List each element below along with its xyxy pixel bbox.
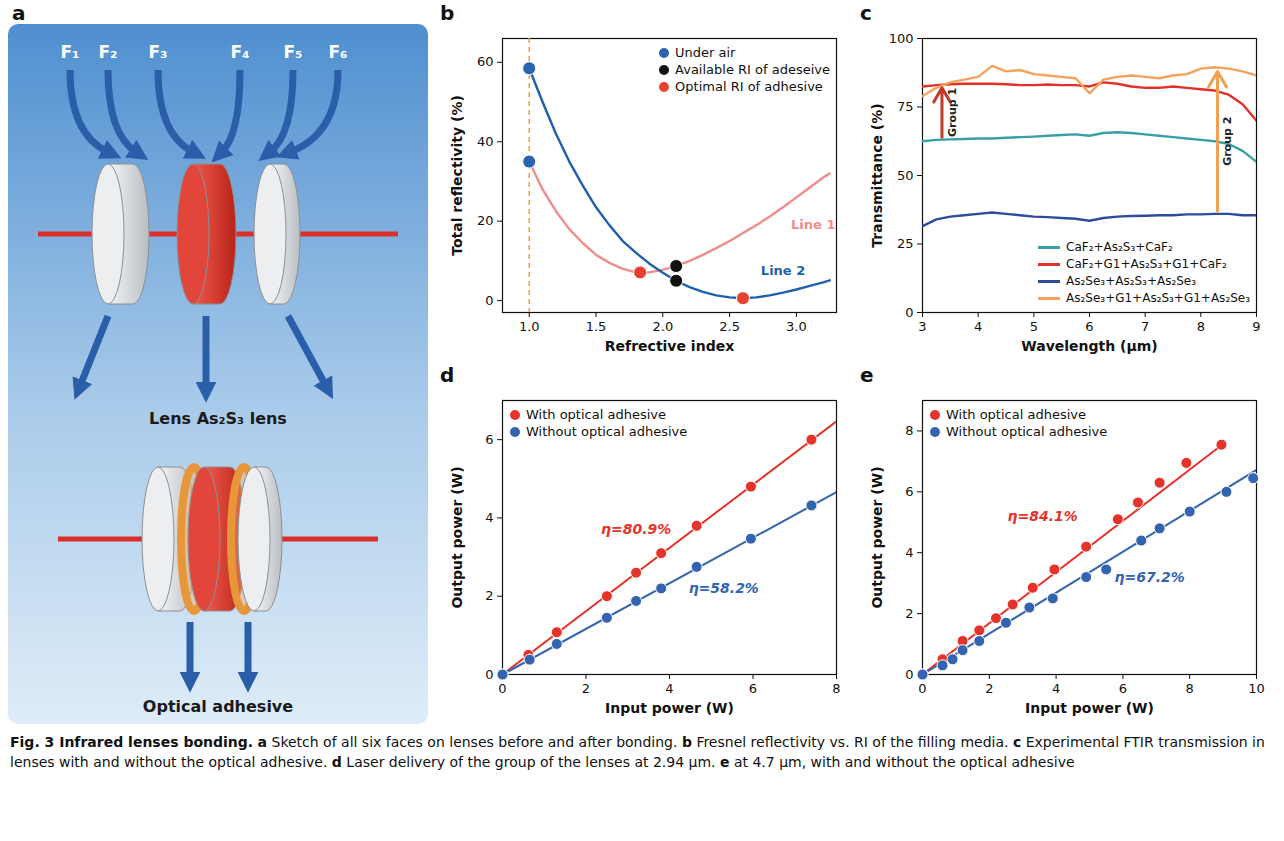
svg-text:2.0: 2.0 [652, 319, 673, 334]
html-text:e: e [860, 363, 874, 387]
svg-text:4: 4 [485, 510, 493, 525]
html-text:CaF₂+G1+As₂S₃+G1+CaF₂: CaF₂+G1+As₂S₃+G1+CaF₂ [1066, 257, 1227, 271]
svg-text:Transmittance (%): Transmittance (%) [869, 103, 885, 247]
svg-text:4: 4 [1052, 681, 1060, 696]
svg-text:Line 1: Line 1 [791, 217, 835, 232]
svg-text:Optical adhesive: Optical adhesive [143, 697, 293, 716]
svg-text:8: 8 [1186, 681, 1194, 696]
svg-text:0: 0 [498, 681, 506, 696]
svg-text:75: 75 [897, 99, 914, 114]
html-text:Fig. 3 Infrared lenses bonding: Fig. 3 Infrared lenses bonding. a Sketch… [10, 734, 1265, 770]
html-text:With optical adhesive: With optical adhesive [526, 407, 666, 422]
svg-text:25: 25 [897, 236, 914, 251]
html-text:Available RI of adeseive: Available RI of adeseive [675, 62, 830, 77]
svg-text:Input power (W): Input power (W) [605, 700, 734, 716]
html-text:b: b [440, 1, 455, 25]
svg-text:2: 2 [582, 681, 590, 696]
html-text:With optical adhesive: With optical adhesive [946, 407, 1086, 422]
svg-text:8: 8 [1197, 319, 1205, 334]
svg-text:2: 2 [905, 606, 913, 621]
svg-text:F₃: F₃ [148, 42, 167, 62]
svg-text:F₄: F₄ [230, 42, 249, 62]
html-text:Without optical adhesive: Without optical adhesive [946, 424, 1108, 439]
svg-text:100: 100 [889, 31, 914, 46]
svg-text:6: 6 [1119, 681, 1127, 696]
svg-text:4: 4 [665, 681, 673, 696]
svg-text:1.0: 1.0 [519, 319, 540, 334]
svg-text:20: 20 [477, 213, 494, 228]
svg-text:η=58.2%: η=58.2% [689, 580, 759, 596]
svg-text:2.5: 2.5 [719, 319, 740, 334]
svg-text:Group 2: Group 2 [1221, 117, 1234, 166]
svg-text:F₅: F₅ [283, 42, 302, 62]
svg-text:0: 0 [918, 681, 926, 696]
svg-text:Refrective index: Refrective index [605, 338, 734, 354]
html-text:As₂Se₃+As₂S₃+As₂Se₃: As₂Se₃+As₂S₃+As₂Se₃ [1066, 274, 1196, 288]
svg-text:8: 8 [832, 681, 840, 696]
svg-text:4: 4 [905, 545, 913, 560]
svg-text:η=84.1%: η=84.1% [1008, 508, 1078, 524]
svg-text:Output power (W): Output power (W) [869, 466, 885, 608]
svg-text:6: 6 [749, 681, 757, 696]
svg-text:8: 8 [905, 423, 913, 438]
html-text:a: a [12, 1, 26, 25]
svg-text:0: 0 [905, 305, 913, 320]
svg-text:2: 2 [985, 681, 993, 696]
svg-text:5: 5 [1030, 319, 1038, 334]
svg-text:7: 7 [1141, 319, 1149, 334]
svg-text:F₁: F₁ [60, 42, 79, 62]
svg-text:Input power (W): Input power (W) [1025, 700, 1154, 716]
svg-text:Line 2: Line 2 [761, 263, 805, 278]
svg-text:Wavelength (μm): Wavelength (μm) [1021, 338, 1158, 354]
svg-text:0: 0 [905, 667, 913, 682]
html-text:d: d [440, 363, 455, 387]
svg-text:6: 6 [905, 484, 913, 499]
svg-text:Total reflectivity (%): Total reflectivity (%) [449, 95, 465, 256]
svg-text:3.0: 3.0 [786, 319, 807, 334]
svg-text:9: 9 [1252, 319, 1260, 334]
svg-text:Output power (W): Output power (W) [449, 466, 465, 608]
svg-text:50: 50 [897, 168, 914, 183]
svg-text:4: 4 [974, 319, 982, 334]
html-text:As₂Se₃+G1+As₂S₃+G1+As₂Se₃: As₂Se₃+G1+As₂S₃+G1+As₂Se₃ [1066, 291, 1250, 305]
html-text:Without optical adhesive: Without optical adhesive [526, 424, 688, 439]
svg-text:F₆: F₆ [328, 42, 347, 62]
html-text:Under air: Under air [675, 45, 736, 60]
svg-text:3: 3 [918, 319, 926, 334]
svg-text:Group 1: Group 1 [946, 88, 959, 137]
svg-text:40: 40 [477, 134, 494, 149]
svg-text:0: 0 [485, 293, 493, 308]
svg-text:η=67.2%: η=67.2% [1114, 569, 1184, 585]
svg-text:2: 2 [485, 588, 493, 603]
svg-text:6: 6 [485, 432, 493, 447]
svg-text:1.5: 1.5 [586, 319, 607, 334]
svg-text:60: 60 [477, 54, 494, 69]
html-text:CaF₂+As₂S₃+CaF₂: CaF₂+As₂S₃+CaF₂ [1066, 240, 1173, 254]
svg-text:F₂: F₂ [98, 42, 117, 62]
svg-text:0: 0 [485, 667, 493, 682]
svg-text:6: 6 [1085, 319, 1093, 334]
svg-text:Lens As₂S₃ lens: Lens As₂S₃ lens [149, 409, 287, 428]
html-text:c: c [860, 1, 872, 25]
svg-text:η=80.9%: η=80.9% [601, 521, 671, 537]
svg-text:10: 10 [1248, 681, 1265, 696]
html-text:Optimal RI of adhesive: Optimal RI of adhesive [675, 79, 823, 94]
